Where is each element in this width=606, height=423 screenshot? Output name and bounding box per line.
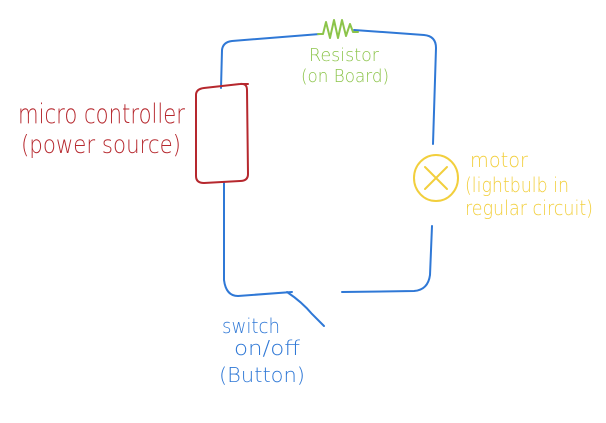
microcontroller-box-icon <box>195 82 249 184</box>
circuit-wire <box>220 29 437 297</box>
switch-label-line3: (Button) <box>219 363 305 387</box>
circled-x-lamp-icon <box>413 154 459 202</box>
motor-label-line1: motor <box>470 148 529 172</box>
motor-label-line2: (lightbulb in <box>465 173 569 197</box>
resistor-zigzag-icon <box>317 19 359 39</box>
switch-lever-icon <box>286 291 325 327</box>
microcontroller-label-line1: micro controller <box>18 99 186 130</box>
resistor-label-line2: (on Board) <box>301 66 389 87</box>
resistor-label-line1: Resistor <box>309 45 380 66</box>
microcontroller-label-line2: (power source) <box>21 130 181 159</box>
motor-label-line3: regular circuit) <box>465 196 593 220</box>
switch-label-line1: switch <box>222 314 280 338</box>
switch-label-line2: on/off <box>234 336 300 360</box>
